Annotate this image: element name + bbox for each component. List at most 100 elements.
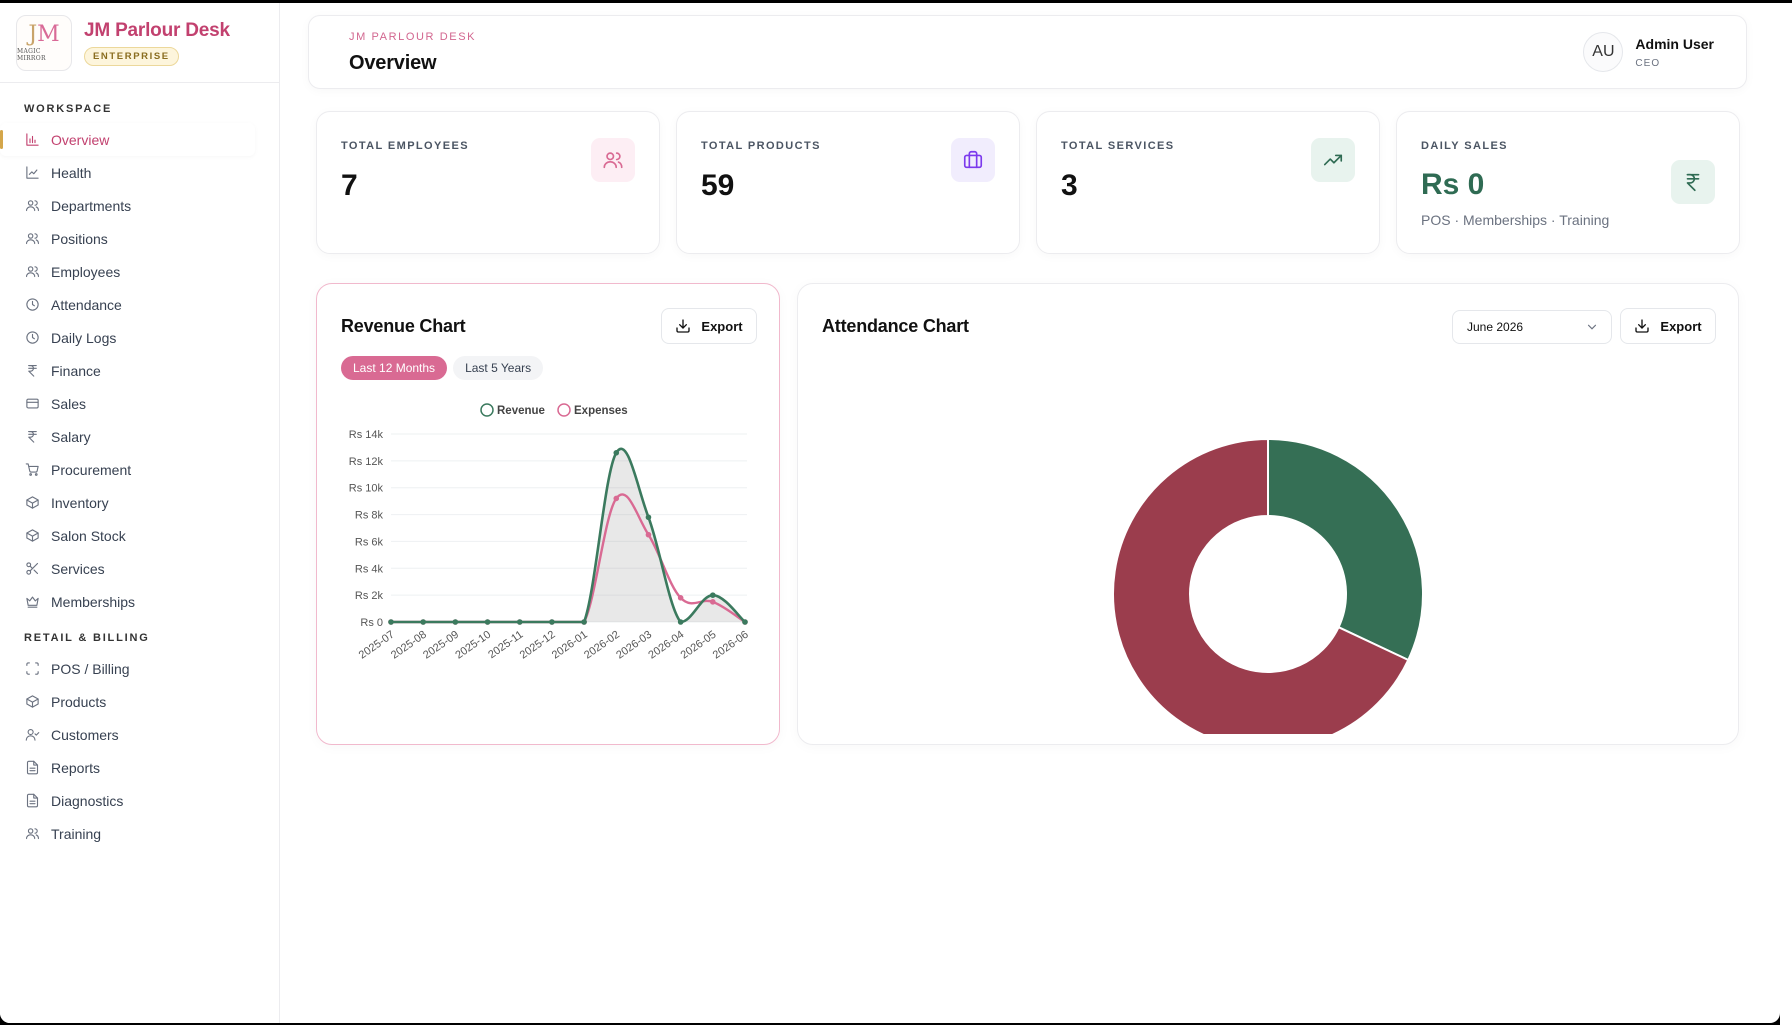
sidebar-item-products[interactable]: Products	[0, 685, 255, 718]
sidebar-item-finance[interactable]: Finance	[0, 354, 255, 387]
sidebar-item-overview[interactable]: Overview	[0, 123, 255, 156]
x-tick-label: 2026-04	[646, 629, 686, 662]
sidebar-item-positions[interactable]: Positions	[0, 222, 255, 255]
sidebar-item-health[interactable]: Health	[0, 156, 255, 189]
stat-card-total-services: TOTAL SERVICES 3	[1036, 111, 1380, 254]
users-icon	[25, 233, 39, 245]
chevron-down-icon	[1587, 324, 1597, 330]
logo-subtitle: MAGIC MIRROR	[17, 47, 46, 62]
y-tick-label: Rs 6k	[355, 536, 384, 548]
user-check-icon	[25, 728, 39, 741]
clock-icon	[24, 330, 40, 346]
rupee-icon	[27, 430, 37, 443]
sidebar-item-daily-logs[interactable]: Daily Logs	[0, 321, 255, 354]
box-icon	[24, 528, 40, 544]
revenue-export-label: Export	[701, 318, 743, 334]
sidebar-item-pos-billing[interactable]: POS / Billing	[0, 652, 255, 685]
data-point-revenue	[613, 450, 620, 456]
sidebar-item-departments[interactable]: Departments	[0, 189, 255, 222]
file-icon	[26, 793, 38, 808]
data-point-revenue	[581, 619, 587, 625]
sidebar-item-employees[interactable]: Employees	[0, 255, 255, 288]
data-point-expenses	[613, 495, 620, 502]
trending-up-icon	[1323, 154, 1343, 166]
sidebar-item-memberships[interactable]: Memberships	[0, 585, 255, 618]
revenue-range-tabs: Last 12 Months Last 5 Years	[341, 356, 549, 380]
legend-marker-expenses	[557, 403, 571, 417]
sidebar-item-services[interactable]: Services	[0, 552, 255, 585]
sidebar-item-training[interactable]: Training	[0, 817, 255, 850]
sidebar-item-label: Training	[51, 825, 102, 842]
scan-icon	[24, 661, 40, 677]
sidebar-item-label: Memberships	[51, 593, 136, 610]
stat-subtitle: POS · Memberships · Training	[1421, 212, 1610, 228]
sidebar-item-label: POS / Billing	[51, 660, 130, 677]
sidebar-item-label: Sales	[51, 395, 87, 412]
sidebar-item-sales[interactable]: Sales	[0, 387, 255, 420]
sidebar-item-label: Salary	[51, 428, 91, 445]
y-tick-label: Rs 4k	[355, 563, 384, 575]
users-icon	[25, 828, 39, 840]
sidebar-item-procurement[interactable]: Procurement	[0, 453, 255, 486]
credit-card-icon	[25, 398, 39, 409]
app-window: JM MAGIC MIRROR JM Parlour Desk ENTERPRI…	[0, 3, 1780, 1023]
sidebar-item-reports[interactable]: Reports	[0, 751, 255, 784]
data-point-revenue	[645, 514, 652, 521]
stat-value: 3	[1061, 169, 1078, 202]
sidebar-item-label: Positions	[51, 230, 108, 247]
brand-logo[interactable]: JM MAGIC MIRROR	[16, 14, 72, 71]
stat-value: 7	[341, 169, 358, 202]
briefcase-icon	[963, 150, 983, 169]
sidebar-item-salon-stock[interactable]: Salon Stock	[0, 519, 255, 552]
box-icon	[25, 496, 39, 509]
cart-icon	[24, 462, 40, 478]
stat-card-total-employees: TOTAL EMPLOYEES 7	[316, 111, 660, 254]
rupee-icon	[24, 363, 40, 379]
file-icon	[26, 760, 38, 775]
x-tick-label: 2025-11	[486, 629, 525, 662]
data-point-expenses	[677, 595, 684, 601]
file-icon	[24, 793, 40, 809]
sidebar-item-label: Departments	[51, 197, 132, 214]
avatar[interactable]: AU	[1583, 32, 1624, 72]
sidebar-item-salary[interactable]: Salary	[0, 420, 255, 453]
data-point-revenue	[742, 619, 748, 625]
sidebar-item-diagnostics[interactable]: Diagnostics	[0, 784, 255, 817]
rupee-icon	[24, 429, 40, 445]
sidebar-item-customers[interactable]: Customers	[0, 718, 255, 751]
revenue-chart-title: Revenue Chart	[341, 316, 466, 336]
tab-last-12-months[interactable]: Last 12 Months	[341, 356, 448, 380]
x-tick-label: 2026-06	[711, 629, 751, 662]
credit-card-icon	[24, 396, 40, 412]
users-icon	[24, 264, 40, 280]
sidebar-item-label: Products	[51, 693, 107, 710]
crown-icon	[25, 596, 39, 608]
clock-icon	[24, 297, 40, 313]
users-icon	[603, 152, 623, 169]
window-edge	[1780, 3, 1792, 1025]
scissors-icon	[25, 562, 38, 575]
sidebar-item-attendance[interactable]: Attendance	[0, 288, 255, 321]
revenue-area	[391, 448, 745, 622]
stat-icon	[591, 138, 635, 182]
legend-label: Expenses	[574, 405, 628, 417]
sidebar-item-label: Salon Stock	[51, 527, 126, 544]
revenue-export-button[interactable]: Export	[661, 308, 757, 344]
stat-label: TOTAL EMPLOYEES	[341, 140, 469, 152]
stat-card-total-products: TOTAL PRODUCTS 59	[676, 111, 1020, 254]
x-tick-label: 2025-08	[389, 629, 429, 662]
attendance-export-label: Export	[1660, 318, 1702, 334]
sidebar-item-inventory[interactable]: Inventory	[0, 486, 255, 519]
nav-section-title: RETAIL & BILLING	[24, 632, 150, 644]
x-tick-label: 2026-01	[550, 629, 590, 662]
month-select[interactable]: June 2026	[1452, 310, 1612, 344]
sidebar-item-label: Services	[51, 560, 105, 577]
stat-icon	[1311, 138, 1355, 182]
attendance-export-button[interactable]: Export	[1620, 308, 1716, 344]
user-menu[interactable]: AU Admin User CEO	[1583, 32, 1714, 72]
nav-section-title: WORKSPACE	[24, 103, 113, 115]
bar-chart-icon	[24, 132, 40, 148]
attendance-chart-panel: Attendance Chart June 2026 Export Presen…	[797, 283, 1739, 745]
tab-last-5-years[interactable]: Last 5 Years	[453, 356, 544, 380]
line-chart-icon	[24, 165, 40, 181]
